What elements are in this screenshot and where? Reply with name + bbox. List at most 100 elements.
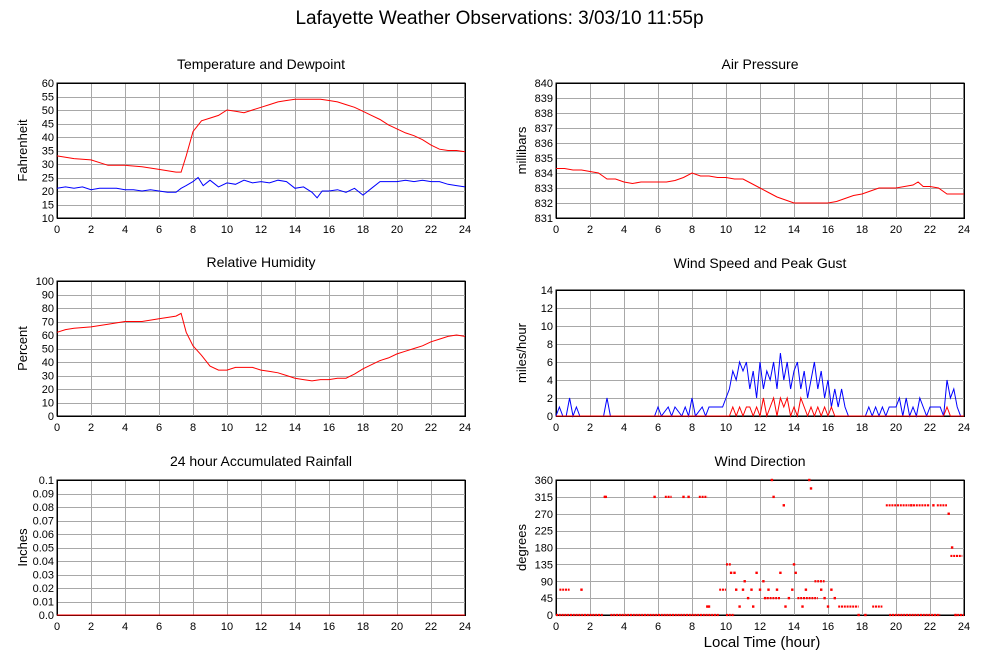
temp-x-tick-label: 14 bbox=[289, 224, 301, 236]
rain-y-tick-label: 0.01 bbox=[33, 597, 54, 609]
wind-y-tick-label: 10 bbox=[541, 321, 553, 333]
direction-x-tick-label: 16 bbox=[822, 621, 834, 633]
direction-point bbox=[735, 588, 738, 591]
direction-x-tick-label: 20 bbox=[890, 621, 902, 633]
direction-chart: 0 2 4 6 8 10 12 14 16 18 20 22 240459013518022527031… bbox=[514, 453, 970, 633]
direction-point bbox=[950, 546, 954, 549]
direction-point bbox=[864, 613, 867, 617]
wind-plot-frame bbox=[556, 290, 965, 417]
humidity-series-0-line bbox=[56, 312, 466, 382]
direction-point bbox=[833, 596, 836, 600]
pressure-x-tick-label: 18 bbox=[856, 224, 868, 236]
wind-y-tick-label: 14 bbox=[541, 285, 553, 297]
temp-series-1-line bbox=[56, 176, 466, 199]
direction-plot-frame bbox=[556, 480, 965, 616]
direction-point bbox=[653, 495, 656, 499]
x-axis-caption: Local Time (hour) bbox=[703, 634, 821, 651]
rain-x-tick-label: 2 bbox=[88, 621, 94, 633]
humidity-y-tick-label: 60 bbox=[42, 330, 54, 342]
direction-x-tick-label: 12 bbox=[754, 621, 766, 633]
direction-point bbox=[762, 580, 765, 583]
rain-y-tick-label: 0.09 bbox=[33, 489, 54, 501]
direction-x-tick-label: 4 bbox=[621, 621, 627, 633]
pressure-x-tick-label: 4 bbox=[621, 224, 627, 236]
wind-x-tick-label: 20 bbox=[890, 422, 902, 434]
temp-y-tick-label: 10 bbox=[42, 213, 54, 225]
rain-y-tick-label: 0.02 bbox=[33, 583, 54, 595]
direction-y-axis-label: degrees bbox=[514, 524, 529, 571]
direction-point bbox=[767, 588, 770, 591]
direction-panel-title: Wind Direction bbox=[714, 453, 805, 469]
temp-y-tick-label: 45 bbox=[42, 119, 54, 131]
direction-x-tick-label: 0 bbox=[553, 621, 559, 633]
direction-point bbox=[784, 605, 787, 608]
pressure-x-tick-label: 6 bbox=[655, 224, 661, 236]
humidity-panel-title: Relative Humidity bbox=[207, 254, 316, 270]
pressure-y-tick-label: 831 bbox=[535, 213, 553, 225]
direction-point bbox=[772, 495, 775, 499]
wind-x-tick-label: 2 bbox=[587, 422, 593, 434]
direction-point bbox=[947, 512, 950, 515]
direction-point bbox=[746, 596, 750, 600]
wind-x-tick-label: 22 bbox=[924, 422, 936, 434]
rain-panel-title: 24 hour Accumulated Rainfall bbox=[170, 453, 352, 469]
wind-x-tick-label: 12 bbox=[754, 422, 766, 434]
pressure-x-tick-label: 22 bbox=[924, 224, 936, 236]
humidity-x-tick-label: 16 bbox=[323, 422, 335, 434]
humidity-x-tick-label: 4 bbox=[122, 422, 128, 434]
temp-x-tick-label: 16 bbox=[323, 224, 335, 236]
direction-y-tick-label: 0 bbox=[547, 610, 553, 622]
temp-series-0-line bbox=[56, 98, 466, 173]
pressure-x-tick-label: 24 bbox=[958, 224, 970, 236]
pressure-y-axis-label: millibars bbox=[514, 126, 529, 174]
humidity-x-tick-label: 18 bbox=[357, 422, 369, 434]
direction-point bbox=[752, 605, 755, 608]
humidity-y-tick-label: 100 bbox=[36, 276, 54, 288]
wind-y-tick-label: 0 bbox=[547, 411, 553, 423]
rain-chart: 0 2 4 6 8 10 12 14 16 18 20 22 240.00.010.020.030.04… bbox=[15, 453, 471, 633]
direction-point bbox=[733, 571, 736, 575]
wind-y-tick-label: 2 bbox=[547, 393, 553, 405]
direction-point bbox=[741, 588, 745, 591]
temp-y-tick-label: 35 bbox=[42, 146, 54, 158]
direction-point bbox=[823, 596, 826, 600]
temp-plot-frame bbox=[57, 83, 466, 219]
direction-point bbox=[808, 478, 811, 482]
direction-point bbox=[682, 495, 685, 499]
pressure-y-tick-label: 839 bbox=[535, 93, 553, 105]
humidity-y-tick-label: 0 bbox=[48, 411, 54, 423]
wind-panel-title: Wind Speed and Peak Gust bbox=[674, 255, 847, 271]
wind-x-tick-label: 10 bbox=[720, 422, 732, 434]
humidity-x-tick-label: 12 bbox=[255, 422, 267, 434]
wind-x-tick-label: 24 bbox=[958, 422, 970, 434]
rain-x-tick-label: 6 bbox=[156, 621, 162, 633]
pressure-y-tick-label: 838 bbox=[535, 108, 553, 120]
direction-point bbox=[910, 504, 913, 507]
humidity-y-tick-label: 20 bbox=[42, 384, 54, 396]
rain-y-tick-label: 0.1 bbox=[39, 475, 54, 487]
direction-point bbox=[954, 613, 957, 617]
wind-x-tick-label: 18 bbox=[856, 422, 868, 434]
direction-point bbox=[791, 588, 794, 591]
chart-page-title: Lafayette Weather Observations: 3/03/10 … bbox=[295, 8, 704, 29]
wind-x-tick-label: 4 bbox=[621, 422, 627, 434]
direction-point bbox=[804, 588, 808, 591]
pressure-plot-frame bbox=[556, 83, 965, 219]
humidity-x-tick-label: 2 bbox=[88, 422, 94, 434]
direction-y-tick-label: 225 bbox=[535, 526, 553, 538]
rain-x-tick-label: 16 bbox=[323, 621, 335, 633]
direction-point bbox=[830, 588, 833, 591]
direction-point bbox=[770, 478, 774, 482]
pressure-x-tick-label: 12 bbox=[754, 224, 766, 236]
direction-point bbox=[604, 495, 607, 499]
rain-x-tick-label: 8 bbox=[190, 621, 196, 633]
direction-point bbox=[782, 504, 785, 507]
humidity-y-tick-label: 40 bbox=[42, 357, 54, 369]
rain-x-tick-label: 10 bbox=[221, 621, 233, 633]
direction-point bbox=[932, 504, 935, 507]
humidity-y-tick-label: 10 bbox=[42, 398, 54, 410]
wind-x-tick-label: 8 bbox=[689, 422, 695, 434]
pressure-x-tick-label: 10 bbox=[720, 224, 732, 236]
temp-x-tick-label: 4 bbox=[122, 224, 128, 236]
